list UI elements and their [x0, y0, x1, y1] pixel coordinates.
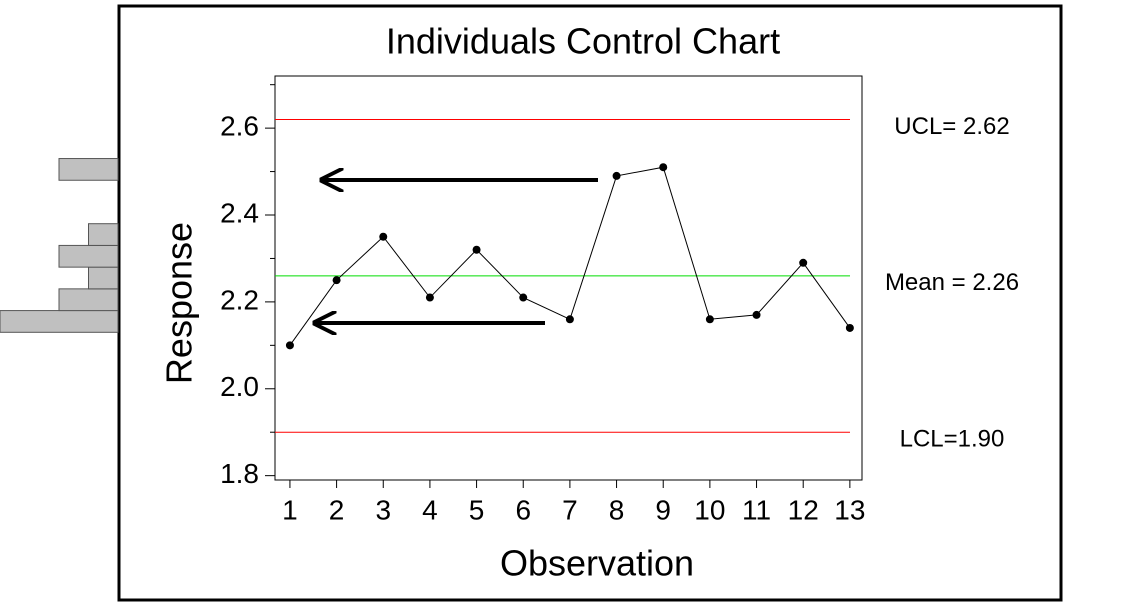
control-label: Mean = 2.26: [885, 269, 1019, 296]
data-point: [332, 276, 341, 285]
y-tick-label: 1.8: [220, 458, 259, 489]
x-tick-label: 1: [282, 494, 298, 525]
y-tick-label: 2.4: [220, 197, 259, 228]
x-tick-label: 4: [422, 494, 438, 525]
x-tick-label: 9: [655, 494, 671, 525]
data-point: [659, 163, 668, 172]
plot-area: [274, 75, 863, 481]
data-point: [379, 232, 388, 241]
data-point: [705, 315, 714, 324]
data-point: [799, 258, 808, 267]
histogram-bar: [58, 288, 119, 312]
x-tick-label: 3: [375, 494, 391, 525]
histogram-bar: [0, 310, 119, 333]
x-tick-label: 10: [694, 494, 725, 525]
x-axis-label: Observation: [500, 543, 694, 584]
y-tick-label: 2.2: [220, 284, 259, 315]
x-tick-label: 2: [329, 494, 345, 525]
data-point: [612, 171, 621, 180]
x-tick-label: 13: [834, 494, 865, 525]
histogram-bar: [58, 244, 119, 268]
histogram-bar: [88, 223, 119, 246]
histogram-bar: [58, 158, 119, 181]
data-point: [565, 315, 574, 324]
data-point: [752, 310, 761, 319]
x-tick-label: 7: [562, 494, 578, 525]
data-point: [472, 245, 481, 254]
x-tick-label: 12: [788, 494, 819, 525]
y-tick-label: 2.0: [220, 371, 259, 402]
x-tick-label: 6: [515, 494, 531, 525]
data-point: [845, 323, 854, 332]
control-label: UCL= 2.62: [894, 113, 1009, 140]
frame: [117, 4, 1063, 602]
y-axis-label: Response: [159, 222, 200, 384]
x-tick-label: 8: [609, 494, 625, 525]
x-tick-label: 11: [742, 494, 771, 525]
chart-title: Individuals Control Chart: [386, 21, 780, 62]
data-point: [425, 293, 434, 302]
y-tick-label: 2.6: [220, 111, 259, 142]
data-point: [519, 293, 528, 302]
x-tick-label: 5: [469, 494, 485, 525]
control-label: LCL=1.90: [900, 426, 1005, 453]
data-point: [285, 341, 294, 350]
histogram-bar: [88, 266, 119, 290]
